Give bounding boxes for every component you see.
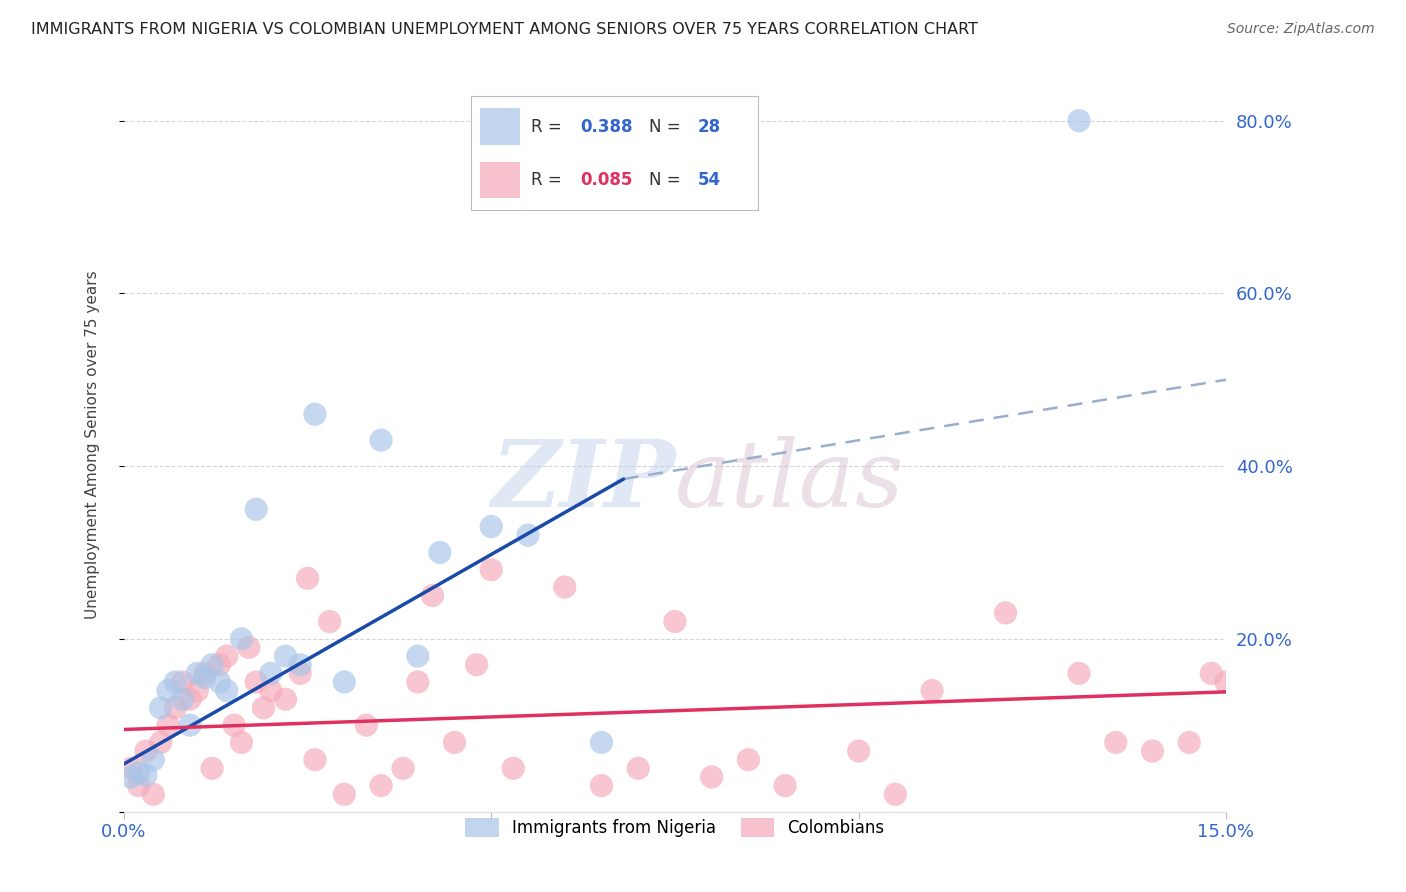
Point bbox=[737, 753, 759, 767]
Point bbox=[700, 770, 723, 784]
Point bbox=[120, 770, 142, 784]
Point bbox=[479, 519, 502, 533]
Point bbox=[128, 779, 150, 793]
Point bbox=[172, 692, 194, 706]
Point bbox=[135, 768, 157, 782]
Point bbox=[356, 718, 378, 732]
Point bbox=[406, 648, 429, 663]
Point bbox=[465, 657, 488, 672]
Point bbox=[172, 675, 194, 690]
Point bbox=[848, 744, 870, 758]
Point bbox=[165, 701, 187, 715]
Point bbox=[179, 718, 201, 732]
Y-axis label: Unemployment Among Seniors over 75 years: Unemployment Among Seniors over 75 years bbox=[86, 270, 100, 619]
Point bbox=[201, 761, 224, 775]
Point bbox=[290, 657, 312, 672]
Point bbox=[1178, 735, 1201, 749]
Point bbox=[1067, 666, 1090, 681]
Point bbox=[1067, 113, 1090, 128]
Point bbox=[1215, 675, 1237, 690]
Point bbox=[149, 735, 172, 749]
Point bbox=[1251, 606, 1274, 620]
Point bbox=[443, 735, 465, 749]
Point bbox=[502, 761, 524, 775]
Point bbox=[186, 666, 208, 681]
Point bbox=[231, 632, 253, 646]
Point bbox=[921, 683, 943, 698]
Point bbox=[156, 718, 179, 732]
Point bbox=[135, 744, 157, 758]
Point bbox=[392, 761, 415, 775]
Point bbox=[215, 648, 238, 663]
Point bbox=[215, 683, 238, 698]
Point bbox=[201, 657, 224, 672]
Point bbox=[208, 657, 231, 672]
Point bbox=[1105, 735, 1128, 749]
Point bbox=[208, 675, 231, 690]
Point bbox=[194, 671, 217, 685]
Point bbox=[245, 675, 267, 690]
Point bbox=[1201, 666, 1223, 681]
Point bbox=[142, 753, 165, 767]
Point bbox=[128, 765, 150, 780]
Point bbox=[664, 615, 686, 629]
Point bbox=[224, 718, 246, 732]
Point bbox=[884, 787, 907, 801]
Point bbox=[290, 666, 312, 681]
Point bbox=[429, 545, 451, 559]
Point bbox=[591, 735, 613, 749]
Point bbox=[370, 779, 392, 793]
Point bbox=[994, 606, 1017, 620]
Point bbox=[318, 615, 340, 629]
Point bbox=[260, 666, 283, 681]
Point bbox=[479, 563, 502, 577]
Point bbox=[554, 580, 576, 594]
Point bbox=[149, 701, 172, 715]
Point bbox=[406, 675, 429, 690]
Point bbox=[627, 761, 650, 775]
Point bbox=[422, 589, 444, 603]
Point bbox=[252, 701, 274, 715]
Point bbox=[156, 683, 179, 698]
Point bbox=[142, 787, 165, 801]
Point bbox=[238, 640, 260, 655]
Text: ZIP: ZIP bbox=[491, 436, 675, 526]
Point bbox=[304, 753, 326, 767]
Point bbox=[517, 528, 540, 542]
Point bbox=[333, 675, 356, 690]
Point bbox=[297, 571, 319, 585]
Point bbox=[773, 779, 796, 793]
Point bbox=[260, 683, 283, 698]
Point bbox=[186, 683, 208, 698]
Point bbox=[179, 692, 201, 706]
Point bbox=[194, 666, 217, 681]
Point bbox=[370, 433, 392, 447]
Legend: Immigrants from Nigeria, Colombians: Immigrants from Nigeria, Colombians bbox=[458, 811, 891, 844]
Point bbox=[274, 648, 297, 663]
Point bbox=[1229, 563, 1251, 577]
Text: Source: ZipAtlas.com: Source: ZipAtlas.com bbox=[1227, 22, 1375, 37]
Text: IMMIGRANTS FROM NIGERIA VS COLOMBIAN UNEMPLOYMENT AMONG SENIORS OVER 75 YEARS CO: IMMIGRANTS FROM NIGERIA VS COLOMBIAN UNE… bbox=[31, 22, 979, 37]
Point bbox=[120, 761, 142, 775]
Point bbox=[274, 692, 297, 706]
Point bbox=[333, 787, 356, 801]
Point bbox=[304, 407, 326, 421]
Point bbox=[245, 502, 267, 516]
Text: atlas: atlas bbox=[675, 436, 904, 526]
Point bbox=[591, 779, 613, 793]
Point bbox=[231, 735, 253, 749]
Point bbox=[1142, 744, 1164, 758]
Point bbox=[165, 675, 187, 690]
